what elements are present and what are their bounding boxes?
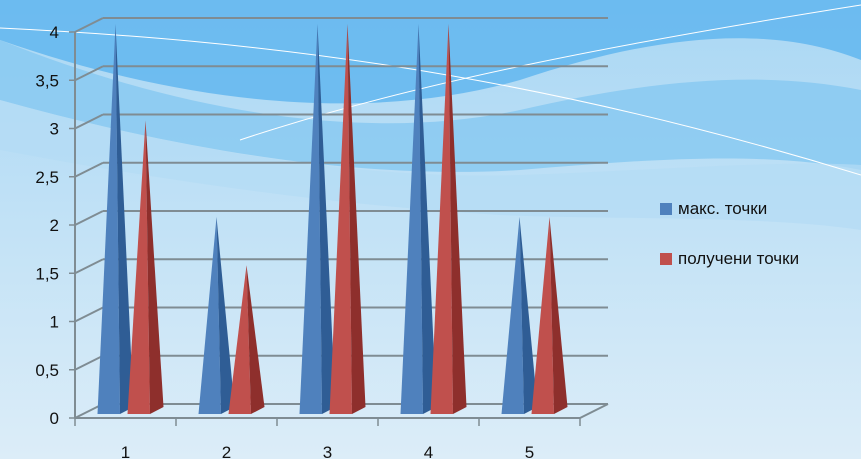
gridline-depth [74, 161, 104, 178]
legend-label-series-1: макс. точки [678, 199, 768, 218]
gridline-depth [74, 113, 104, 130]
x-tick-label: 1 [121, 443, 130, 459]
x-tick-label: 3 [323, 443, 332, 459]
bar-face-side [317, 24, 336, 414]
bar-1-1 [97, 24, 134, 414]
bar-face-front [400, 24, 423, 414]
bar-face-front [228, 265, 251, 414]
bar-face-side [145, 120, 164, 414]
bars-layer [97, 24, 568, 414]
bar-face-front [430, 24, 453, 414]
gridline-depth [74, 306, 104, 323]
floor-edge [579, 403, 609, 419]
bar-face-side [115, 24, 134, 414]
bar-2-3 [329, 24, 366, 414]
gridline-depth [74, 17, 104, 33]
bar-face-side [549, 217, 568, 414]
bar-face-side [246, 265, 265, 414]
y-tick-label: 4 [50, 23, 59, 42]
y-tick-label: 0 [50, 409, 59, 428]
background-wave-middle [0, 40, 861, 172]
legend-label-series-2: получени точки [678, 249, 800, 268]
legend-item-series-1: макс. точки [660, 196, 799, 222]
gridline-depth [74, 354, 104, 371]
bar-face-front [299, 24, 322, 414]
gridline-depth [74, 65, 104, 82]
bar-face-front [127, 120, 150, 414]
background-wave-top [0, 0, 861, 104]
axis-layer [69, 31, 609, 426]
legend-swatch-series-2 [660, 253, 672, 265]
bar-2-4 [430, 24, 467, 414]
bar-face-front [97, 24, 120, 414]
y-tick-label: 3 [50, 120, 59, 139]
bar-1-2 [198, 217, 235, 414]
y-tick-label: 2 [50, 216, 59, 235]
bar-1-3 [299, 24, 336, 414]
legend-item-series-2: получени точки [660, 246, 799, 272]
legend: макс. точки получени точки [660, 196, 799, 296]
y-tick-label: 2,5 [35, 168, 59, 187]
bar-face-side [347, 24, 366, 414]
background-wave-lower [0, 100, 861, 230]
bar-face-side [418, 24, 437, 414]
gridline-depth [74, 258, 104, 275]
bar-face-side [448, 24, 467, 414]
bar-face-side [216, 217, 235, 414]
y-tick-label: 1,5 [35, 264, 59, 283]
bar-face-front [501, 217, 524, 414]
bar-face-side [519, 217, 538, 414]
bar-face-front [329, 24, 352, 414]
legend-swatch-series-1 [660, 203, 672, 215]
x-tick-label: 5 [525, 443, 534, 459]
bar-2-2 [228, 265, 265, 414]
bar-2-5 [531, 217, 568, 414]
labels-layer: 0 0,5 1 1,5 2 2,5 3 3,5 4 1 2 3 4 5 [35, 23, 534, 459]
y-tick-label: 1 [50, 313, 59, 332]
bar-2-1 [127, 120, 164, 414]
bar-1-4 [400, 24, 437, 414]
x-tick-label: 2 [222, 443, 231, 459]
bar-face-front [531, 217, 554, 414]
x-tick-label: 4 [424, 443, 433, 459]
bar-1-5 [501, 217, 538, 414]
y-tick-label: 3,5 [35, 71, 59, 90]
bar-face-front [198, 217, 221, 414]
gridline-depth [74, 210, 104, 226]
y-tick-label: 0,5 [35, 361, 59, 380]
